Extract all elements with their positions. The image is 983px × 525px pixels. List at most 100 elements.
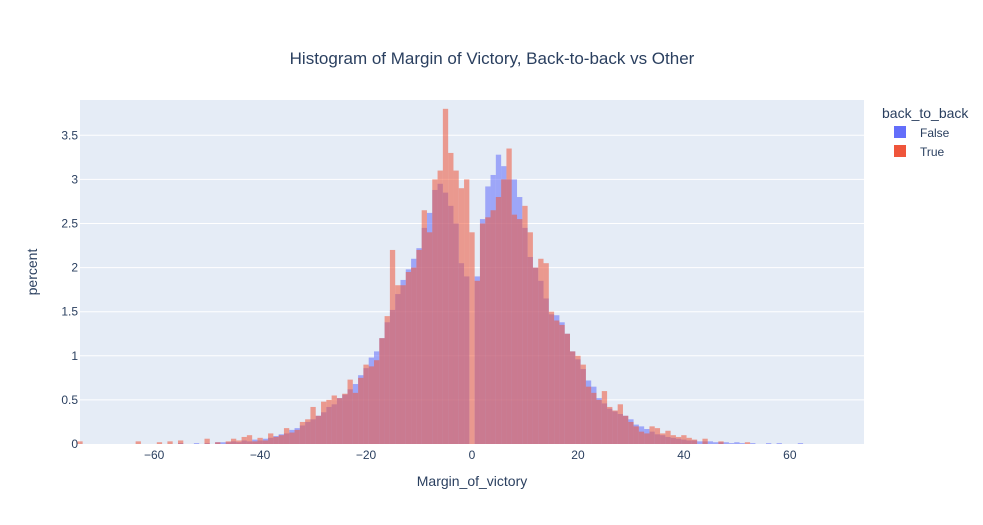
histogram-bar[interactable] <box>368 366 374 444</box>
histogram-bar[interactable] <box>178 440 184 444</box>
histogram-bar[interactable] <box>479 223 486 444</box>
histogram-bar[interactable] <box>543 263 549 444</box>
histogram-bar[interactable] <box>713 442 719 444</box>
histogram-bar[interactable] <box>474 280 480 444</box>
histogram-bar[interactable] <box>236 440 242 444</box>
histogram-bar[interactable] <box>432 179 438 444</box>
histogram-bar[interactable] <box>283 428 290 444</box>
histogram-bar[interactable] <box>797 443 804 444</box>
histogram-bar[interactable] <box>336 398 343 444</box>
histogram-bar[interactable] <box>384 316 390 444</box>
histogram-bar[interactable] <box>273 436 279 444</box>
histogram-bar[interactable] <box>246 435 253 444</box>
histogram-bar[interactable] <box>289 432 295 444</box>
histogram-bar[interactable] <box>617 404 623 444</box>
histogram-bar[interactable] <box>559 324 565 444</box>
histogram-bar[interactable] <box>257 437 263 444</box>
histogram-bar[interactable] <box>490 210 496 444</box>
histogram-bar[interactable] <box>628 421 634 444</box>
histogram-bar[interactable] <box>426 232 433 444</box>
histogram-bar[interactable] <box>596 399 602 444</box>
histogram-bar[interactable] <box>670 435 676 444</box>
histogram-bar[interactable] <box>352 392 359 444</box>
histogram-bar[interactable] <box>400 285 406 444</box>
histogram-bar[interactable] <box>665 430 671 444</box>
histogram-bar[interactable] <box>538 258 544 444</box>
histogram-bar[interactable] <box>580 364 586 444</box>
histogram-bar[interactable] <box>204 438 210 444</box>
histogram-bar[interactable] <box>458 188 465 444</box>
histogram-bar[interactable] <box>511 214 518 444</box>
histogram-bar[interactable] <box>750 443 756 444</box>
histogram-bar[interactable] <box>305 419 311 444</box>
histogram-bar[interactable] <box>268 433 274 444</box>
histogram-bar[interactable] <box>776 443 782 444</box>
histogram-bar[interactable] <box>485 217 491 444</box>
histogram-bar[interactable] <box>294 429 300 444</box>
histogram-bar[interactable] <box>262 440 269 444</box>
histogram-bar[interactable] <box>252 441 258 444</box>
histogram-bar[interactable] <box>135 441 141 444</box>
histogram-bar[interactable] <box>77 441 83 444</box>
histogram-bar[interactable] <box>193 443 200 444</box>
histogram-bar[interactable] <box>453 170 459 445</box>
histogram-bar[interactable] <box>554 320 560 444</box>
histogram-bar[interactable] <box>411 267 417 444</box>
histogram-bar[interactable] <box>347 379 353 444</box>
histogram-bar[interactable] <box>681 435 687 444</box>
histogram-bar[interactable] <box>633 426 639 444</box>
histogram-bar[interactable] <box>697 441 703 444</box>
histogram-bar[interactable] <box>230 438 237 444</box>
histogram-bar[interactable] <box>532 267 539 444</box>
histogram-bar[interactable] <box>575 355 581 444</box>
histogram-bar[interactable] <box>548 311 555 444</box>
histogram-bar[interactable] <box>723 442 729 444</box>
histogram-bar[interactable] <box>469 232 475 444</box>
histogram-bar[interactable] <box>570 351 576 444</box>
histogram-bar[interactable] <box>437 170 443 445</box>
legend-item-true[interactable]: True <box>894 145 945 159</box>
histogram-bar[interactable] <box>654 428 661 444</box>
histogram-bar[interactable] <box>739 443 745 444</box>
histogram-bar[interactable] <box>564 333 570 444</box>
histogram-bar[interactable] <box>358 377 364 444</box>
histogram-bar[interactable] <box>374 360 380 444</box>
histogram-bar[interactable] <box>448 152 454 444</box>
histogram-bar[interactable] <box>744 442 751 444</box>
histogram-bar[interactable] <box>522 205 528 444</box>
histogram-bar[interactable] <box>591 392 597 444</box>
histogram-bar[interactable] <box>442 108 449 445</box>
histogram-bar[interactable] <box>686 437 692 444</box>
histogram-bar[interactable] <box>156 442 163 444</box>
histogram-bar[interactable] <box>405 272 412 444</box>
histogram-bar[interactable] <box>321 401 327 444</box>
histogram-bar[interactable] <box>167 441 173 444</box>
histogram-bar[interactable] <box>728 443 735 444</box>
histogram-bar[interactable] <box>278 435 284 444</box>
histogram-bar[interactable] <box>702 438 708 444</box>
histogram-bar[interactable] <box>644 433 650 444</box>
histogram-bar[interactable] <box>622 415 629 444</box>
histogram-bar[interactable] <box>379 338 385 444</box>
histogram-bar[interactable] <box>215 442 221 444</box>
histogram-bar[interactable] <box>734 442 740 444</box>
histogram-bar[interactable] <box>331 395 337 444</box>
histogram-bar[interactable] <box>707 441 714 444</box>
histogram-bar[interactable] <box>416 249 422 444</box>
histogram-bar[interactable] <box>310 406 316 444</box>
histogram-bar[interactable] <box>464 179 470 444</box>
histogram-bar[interactable] <box>342 393 348 444</box>
histogram-bar[interactable] <box>612 410 618 444</box>
histogram-bar[interactable] <box>691 439 698 444</box>
histogram-bar[interactable] <box>495 197 502 444</box>
histogram-bar[interactable] <box>585 386 592 444</box>
histogram-bar[interactable] <box>220 442 226 444</box>
histogram-bar[interactable] <box>501 179 507 444</box>
histogram-bar[interactable] <box>225 441 231 444</box>
histogram-bar[interactable] <box>326 399 332 444</box>
histogram-bar[interactable] <box>718 441 724 444</box>
histogram-bar[interactable] <box>506 148 512 444</box>
histogram-bar[interactable] <box>389 249 396 444</box>
histogram-bar[interactable] <box>660 433 666 444</box>
histogram-bar[interactable] <box>421 210 427 444</box>
